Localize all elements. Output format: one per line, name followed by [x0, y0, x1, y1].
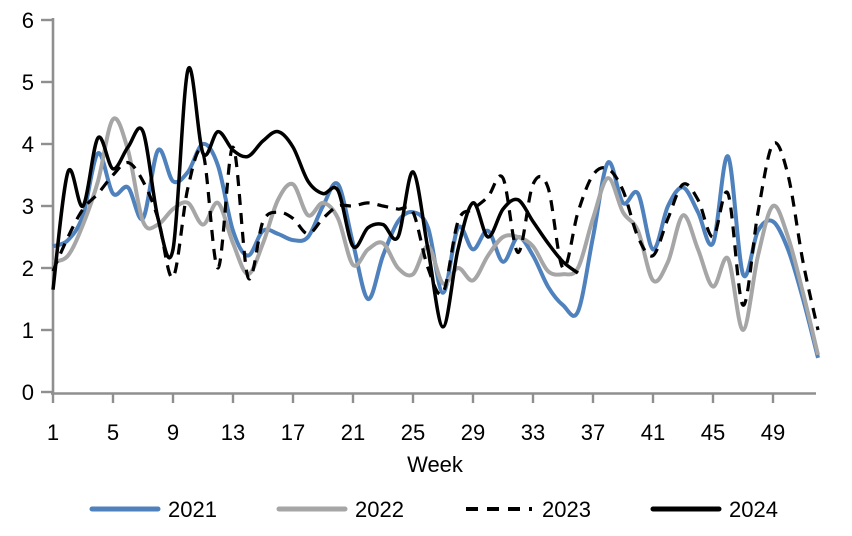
x-tick-label: 29 — [461, 420, 485, 445]
y-tick-label: 5 — [22, 70, 34, 95]
x-tick-label: 25 — [401, 420, 425, 445]
x-tick-label: 9 — [167, 420, 179, 445]
x-tick-label: 17 — [281, 420, 305, 445]
y-tick-label: 6 — [22, 8, 34, 33]
y-tick-label: 4 — [22, 132, 34, 157]
y-tick-label: 3 — [22, 194, 34, 219]
x-tick-label: 5 — [107, 420, 119, 445]
series-line-2021 — [52, 141, 820, 359]
legend-label: 2021 — [168, 497, 217, 522]
x-axis-title: Week — [407, 452, 464, 477]
x-tick-label: 13 — [221, 420, 245, 445]
legend-item-2024: 2024 — [650, 497, 778, 522]
legend-label: 2022 — [355, 497, 404, 522]
series-line-2024 — [51, 65, 580, 329]
x-tick-label: 21 — [341, 420, 365, 445]
x-tick-label: 33 — [521, 420, 545, 445]
y-tick-label: 2 — [22, 256, 34, 281]
legend-label: 2023 — [542, 497, 591, 522]
x-tick-label: 49 — [761, 420, 785, 445]
x-tick-label: 37 — [581, 420, 605, 445]
x-tick-label: 45 — [701, 420, 725, 445]
legend-item-2022: 2022 — [276, 497, 404, 522]
y-tick-label: 1 — [22, 318, 34, 343]
x-tick-label: 1 — [47, 420, 59, 445]
x-tick-label: 41 — [641, 420, 665, 445]
legend-label: 2024 — [729, 497, 778, 522]
legend-item-2021: 2021 — [89, 497, 217, 522]
series-line-2022 — [52, 116, 820, 356]
y-tick-label: 0 — [22, 380, 34, 405]
legend-item-2023: 2023 — [466, 497, 591, 522]
